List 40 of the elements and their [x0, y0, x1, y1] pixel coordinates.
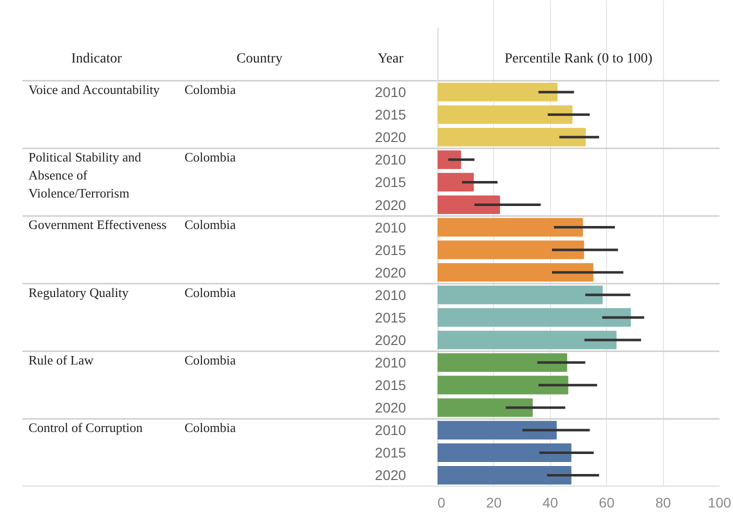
x-tick-label: 40 — [542, 494, 558, 510]
text: Colombia — [184, 352, 236, 368]
x-tick-label: 0 — [438, 494, 446, 510]
y-axis-title: Year — [378, 51, 404, 66]
y-tick-label: 2010 — [374, 286, 406, 303]
x-axis-title: Percentile Rank (0 to 100) — [504, 51, 653, 66]
text: Government Effectiveness — [28, 217, 167, 232]
text: Colombia — [184, 284, 236, 300]
y-tick-label: 2015 — [374, 309, 406, 326]
text: Colombia — [184, 420, 236, 436]
y-tick-label: 2010 — [374, 219, 406, 236]
text: Country — [236, 51, 282, 66]
y-tick-label: 2020 — [374, 467, 406, 484]
text: Colombia — [184, 150, 236, 165]
y-tick-label: 2010 — [374, 84, 406, 100]
y-tick-label: 2010 — [374, 354, 406, 371]
y-tick-label: 2015 — [374, 174, 406, 190]
text: Indicator — [71, 51, 122, 66]
y-tick-label: 2010 — [374, 422, 406, 438]
y-tick-label: 2015 — [374, 444, 406, 461]
y-tick-label: 2015 — [374, 106, 406, 123]
text: Control of Corruption — [28, 420, 144, 436]
x-tick-label: 20 — [486, 494, 502, 510]
y-tick-label: 2015 — [374, 242, 406, 258]
y-tick-label: 2010 — [374, 152, 406, 168]
x-tick-label: 60 — [598, 494, 615, 510]
text: Colombia — [184, 82, 236, 97]
text: Regulatory Quality — [28, 284, 130, 300]
x-tick-label: 100 — [708, 494, 732, 510]
y-tick-label: 2020 — [374, 129, 406, 146]
y-tick-label: 2015 — [374, 377, 406, 394]
x-tick-label: 80 — [655, 494, 672, 510]
text: Voice and Accountability — [28, 82, 160, 97]
text: Political Stability and Absence of Violence/Terrorism — [28, 150, 142, 201]
y-tick-label: 2020 — [374, 400, 406, 416]
text: Rule of Law — [28, 352, 94, 368]
y-tick-label: 2020 — [374, 196, 406, 213]
y-tick-label: 2020 — [374, 332, 406, 348]
y-tick-label: 2020 — [374, 264, 406, 280]
text: Colombia — [184, 217, 236, 232]
